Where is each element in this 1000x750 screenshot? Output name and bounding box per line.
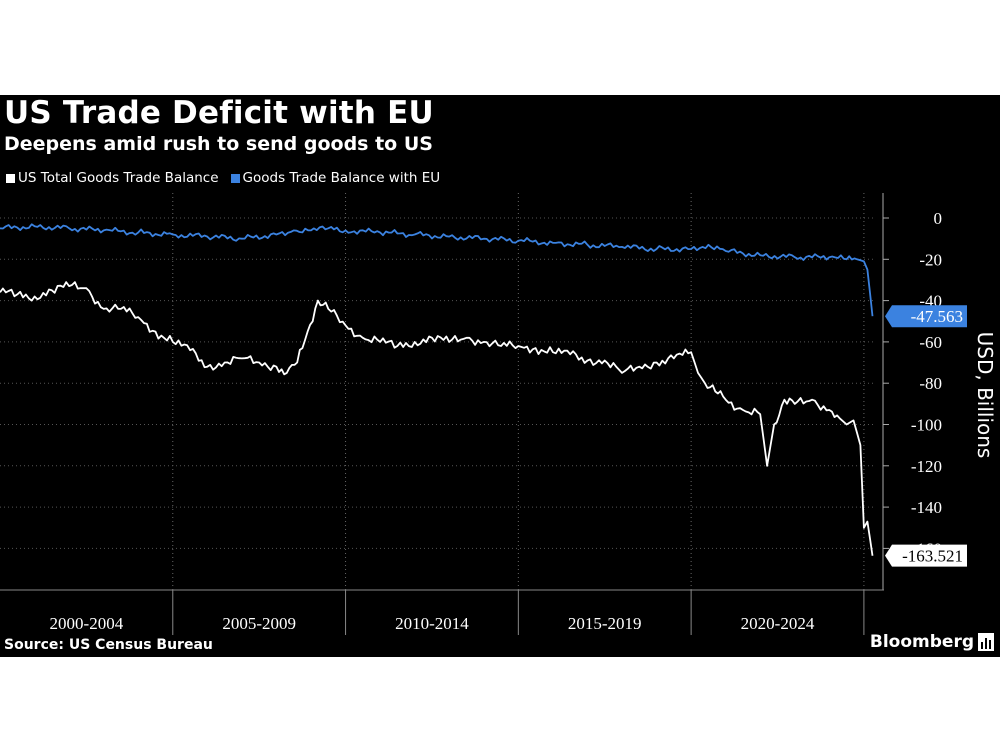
y-tick-label: -20: [919, 250, 942, 269]
x-tick-label: 2005-2009: [222, 614, 296, 633]
brand-name: Bloomberg: [869, 632, 974, 652]
end-label-total-box: [885, 544, 967, 567]
end-label-total: -163.521: [885, 544, 967, 567]
end-label-eu-box: [885, 305, 967, 328]
y-tick-label: -100: [911, 416, 942, 435]
y-tick-label: -80: [919, 374, 942, 393]
chart-title: US Trade Deficit with EU: [4, 95, 434, 131]
x-tick-label: 2010-2014: [395, 614, 469, 633]
series-line-eu: [0, 223, 874, 317]
line-chart: 0-20-40-60-80-100-120-140-160USD, Billio…: [0, 193, 997, 635]
end-label-eu-text: -47.563: [911, 307, 963, 326]
brand-logo: Bloomberg: [870, 632, 994, 652]
chart-panel: US Trade Deficit with EU Deepens amid ru…: [0, 95, 1000, 657]
legend-item-eu: Goods Trade Balance with EU: [230, 170, 441, 186]
legend-swatch-total: [6, 173, 15, 183]
y-tick-label: -120: [911, 457, 942, 476]
legend-item-total: US Total Goods Trade Balance: [6, 170, 219, 186]
legend-label-total: US Total Goods Trade Balance: [18, 170, 219, 186]
x-tick-label: 2020-2024: [741, 614, 815, 633]
end-label-eu: -47.563: [885, 305, 967, 328]
series-line-total: [0, 281, 874, 556]
source-note: Source: US Census Bureau: [4, 637, 213, 653]
x-tick-label: 2015-2019: [568, 614, 642, 633]
y-tick-label: -140: [911, 498, 942, 517]
legend: US Total Goods Trade Balance Goods Trade…: [6, 170, 452, 186]
y-tick-label: -60: [919, 333, 942, 352]
x-tick-label: 2000-2004: [50, 614, 124, 633]
y-tick-label: 0: [934, 209, 943, 228]
legend-swatch-eu: [230, 173, 240, 183]
chart-subtitle: Deepens amid rush to send goods to US: [4, 133, 433, 155]
bloomberg-icon: [978, 633, 994, 651]
end-label-total-text: -163.521: [902, 547, 963, 566]
y-axis-title: USD, Billions: [973, 332, 997, 459]
legend-label-eu: Goods Trade Balance with EU: [242, 170, 441, 186]
